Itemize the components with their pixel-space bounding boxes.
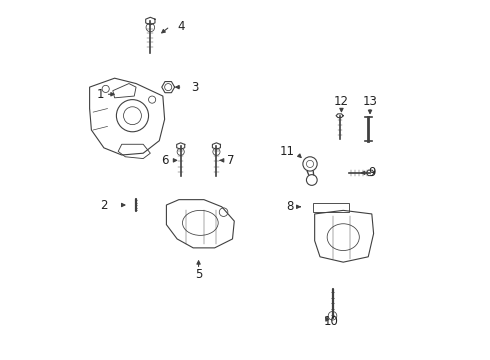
Text: 11: 11 xyxy=(280,145,295,158)
Text: 7: 7 xyxy=(227,154,235,167)
Text: 8: 8 xyxy=(286,200,293,213)
Text: 12: 12 xyxy=(334,95,349,108)
Text: 1: 1 xyxy=(97,88,104,101)
Text: 5: 5 xyxy=(195,268,202,281)
Text: 2: 2 xyxy=(100,198,107,212)
Text: 13: 13 xyxy=(363,95,377,108)
Text: 6: 6 xyxy=(161,154,168,167)
Text: 4: 4 xyxy=(177,20,185,33)
Text: 10: 10 xyxy=(323,315,339,328)
Text: 3: 3 xyxy=(192,81,199,94)
Text: 9: 9 xyxy=(368,166,376,179)
